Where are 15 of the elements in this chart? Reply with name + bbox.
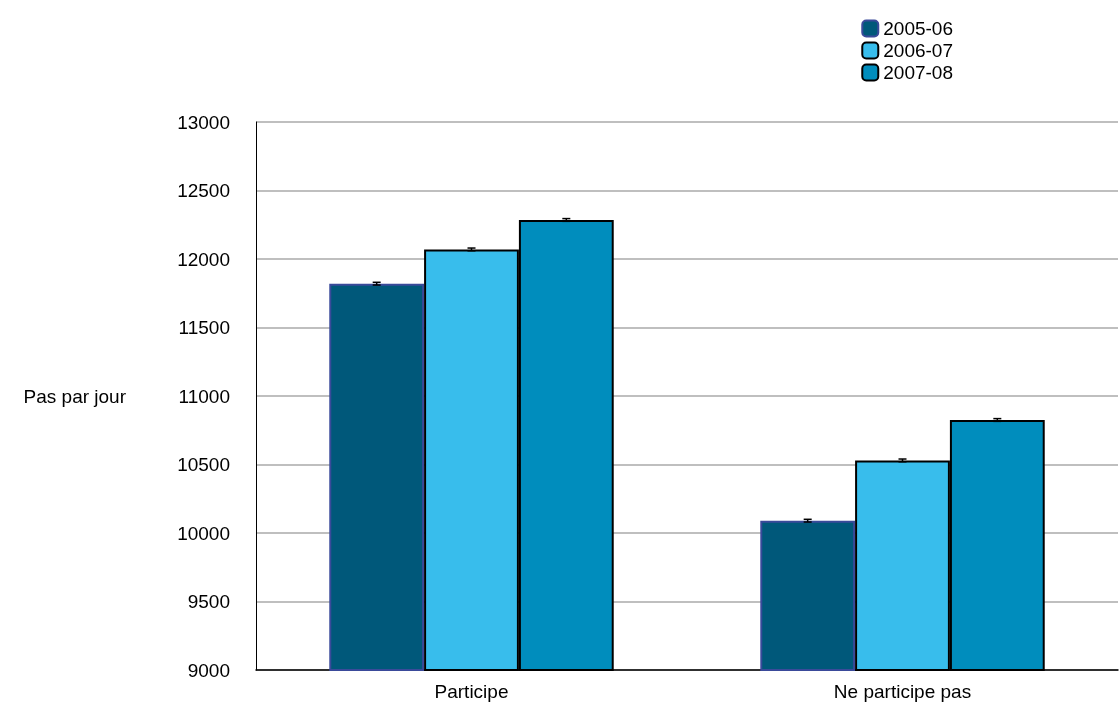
- y-tick-label: 11000: [178, 385, 230, 407]
- y-tick-label: 10000: [177, 522, 230, 544]
- y-tick-label: 10500: [177, 454, 230, 475]
- legend-label: 2007-08: [883, 62, 954, 83]
- legend-label: 2005-06: [883, 18, 954, 39]
- x-tick-label: Participe: [434, 681, 509, 702]
- y-tick-label: 12500: [177, 180, 230, 201]
- y-tick-label: 9000: [187, 659, 230, 681]
- y-tick-label: 9500: [187, 591, 230, 612]
- y-tick-label: 13000: [177, 111, 230, 133]
- x-tick-label: Ne participe pas: [833, 681, 972, 702]
- y-tick-label: 12000: [177, 248, 230, 270]
- y-tick-label: 11500: [178, 317, 230, 338]
- legend-label: 2006-07: [883, 40, 954, 61]
- y-axis-title: Pas par jour: [23, 385, 127, 407]
